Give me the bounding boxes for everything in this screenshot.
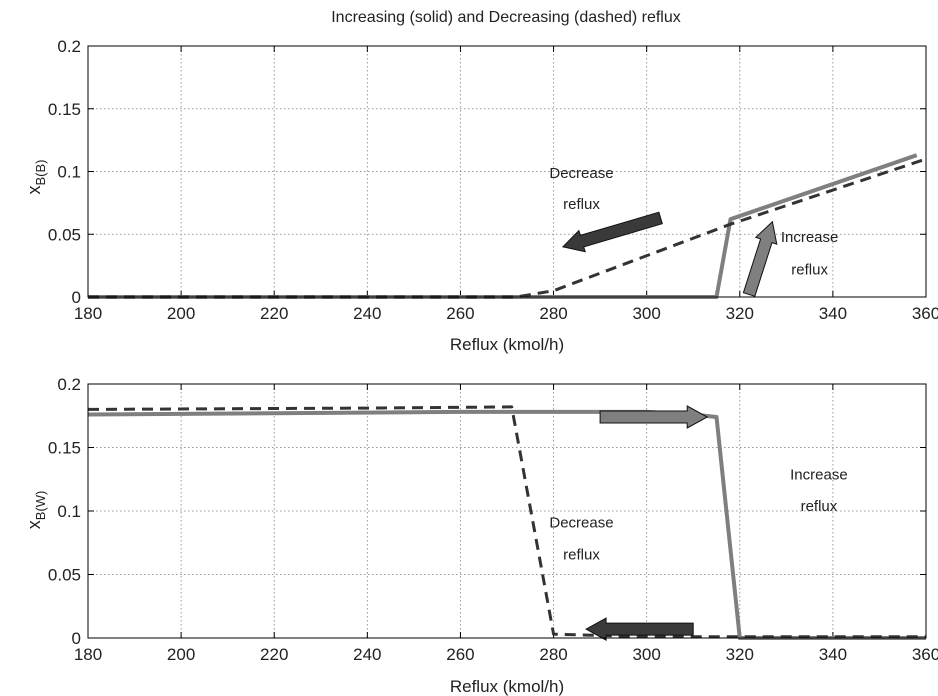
- x-tick-label: 240: [353, 304, 381, 323]
- x-tick-label: 260: [446, 304, 474, 323]
- chart-top: 180 200 220 240 260 280 300 320 340 360 0 0.05 0.1 0.…: [48, 37, 938, 323]
- x-tick-label: 280: [539, 645, 567, 664]
- y-tick-label: 0.1: [57, 502, 81, 521]
- x-axis-label-top: Reflux (kmol/h): [450, 335, 564, 354]
- annotation-label: reflux: [563, 546, 600, 563]
- x-tick-label: 240: [353, 645, 381, 664]
- svg-text:xB(B): xB(B): [24, 160, 48, 195]
- x-tick-label: 340: [819, 304, 847, 323]
- svg-text:xB(W): xB(W): [24, 491, 48, 530]
- chart-title: Increasing (solid) and Decreasing (dashe…: [331, 9, 681, 26]
- annotation-label: reflux: [791, 261, 828, 278]
- annotation-arrow: [585, 617, 694, 641]
- y-tick-label: 0.05: [48, 566, 81, 585]
- series-line-decreasing: [87, 405, 926, 639]
- x-tick-label: 280: [539, 304, 567, 323]
- annotation-label: Decrease: [549, 165, 613, 182]
- annotation-arrow: [561, 211, 663, 253]
- x-tick-label: 300: [632, 645, 660, 664]
- y-tick-label: 0.05: [48, 225, 81, 244]
- x-tick-label: 220: [260, 645, 288, 664]
- x-tick-label: 320: [726, 645, 754, 664]
- series-line-increasing: [87, 409, 926, 640]
- series-line-decreasing: [88, 157, 927, 299]
- y-tick-label: 0.1: [57, 163, 81, 182]
- annotation-label: Increase: [790, 466, 848, 483]
- plot-frame: [87, 383, 927, 639]
- y-tick-label: 0.2: [57, 37, 81, 56]
- x-tick-label: 220: [260, 304, 288, 323]
- annotation-label: Increase: [781, 229, 839, 246]
- y-tick-label: 0.15: [48, 439, 81, 458]
- annotation-arrow: [599, 405, 709, 429]
- y-axis-label-top-sub: B(B): [33, 160, 48, 186]
- x-tick-label: 180: [74, 645, 102, 664]
- x-tick-label: 200: [167, 645, 195, 664]
- x-tick-label: 180: [74, 304, 102, 323]
- x-tick-label: 300: [632, 304, 660, 323]
- y-axis-label-top: xB(B): [24, 160, 48, 195]
- annotation-label: reflux: [563, 196, 600, 213]
- annotation-label: reflux: [801, 498, 838, 515]
- y-axis-label-bottom-sub: B(W): [33, 491, 48, 521]
- x-tick-label: 200: [167, 304, 195, 323]
- y-tick-label: 0: [72, 629, 81, 648]
- x-axis-label-bottom: Reflux (kmol/h): [450, 677, 564, 696]
- y-tick-label: 0.2: [57, 375, 81, 394]
- y-axis-label-bottom: xB(W): [24, 491, 48, 530]
- annotation-arrow: [742, 220, 778, 297]
- annotation-label: Decrease: [549, 515, 613, 532]
- y-tick-label: 0.15: [48, 100, 81, 119]
- y-axis-label-bottom-main: x: [24, 520, 44, 529]
- x-tick-label: 360: [912, 304, 938, 323]
- y-axis-label-top-main: x: [24, 186, 44, 195]
- chart-bottom: 180 200 220 240 260 280 300 320 340 360 0 0.05 0.1 0.…: [48, 375, 938, 664]
- x-tick-label: 360: [912, 645, 938, 664]
- x-tick-label: 260: [446, 645, 474, 664]
- x-tick-label: 320: [726, 304, 754, 323]
- y-tick-label: 0: [72, 288, 81, 307]
- x-tick-label: 340: [819, 645, 847, 664]
- plot-frame: [87, 45, 927, 298]
